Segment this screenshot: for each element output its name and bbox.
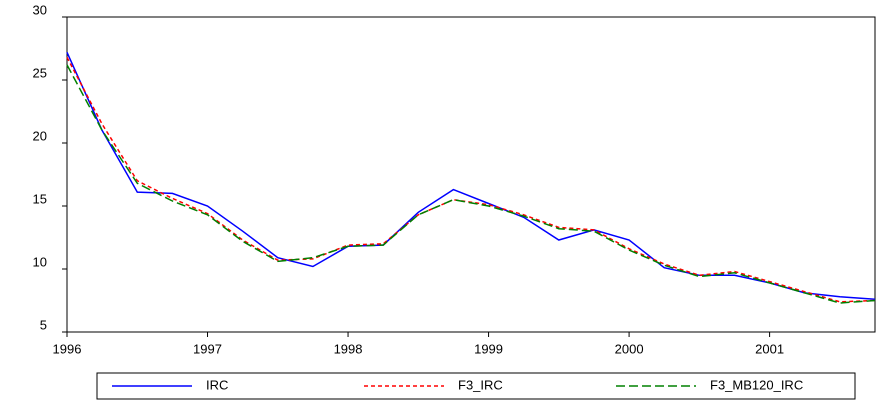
legend-box bbox=[96, 372, 856, 400]
legend-label: F3_IRC bbox=[458, 377, 503, 392]
x-tick-label: 2001 bbox=[755, 341, 784, 356]
series-line bbox=[66, 51, 876, 300]
y-tick-label: 5 bbox=[40, 317, 47, 332]
y-tick-label: 20 bbox=[33, 128, 47, 143]
x-tick-label: 1998 bbox=[334, 341, 363, 356]
plot-frame bbox=[66, 16, 876, 333]
legend-label: IRC bbox=[206, 377, 228, 392]
legend-label: F3_MB120_IRC bbox=[710, 377, 803, 392]
y-tick-label: 25 bbox=[33, 65, 47, 80]
x-tick-label: 1997 bbox=[193, 341, 222, 356]
y-tick-label: 15 bbox=[33, 191, 47, 206]
y-tick-label: 30 bbox=[33, 2, 47, 17]
x-tick-label: 2000 bbox=[615, 341, 644, 356]
x-tick-label: 1996 bbox=[53, 341, 82, 356]
series-line bbox=[66, 56, 876, 303]
x-tick-label: 1999 bbox=[474, 341, 503, 356]
series-line bbox=[66, 64, 876, 304]
y-tick-label: 10 bbox=[33, 254, 47, 269]
